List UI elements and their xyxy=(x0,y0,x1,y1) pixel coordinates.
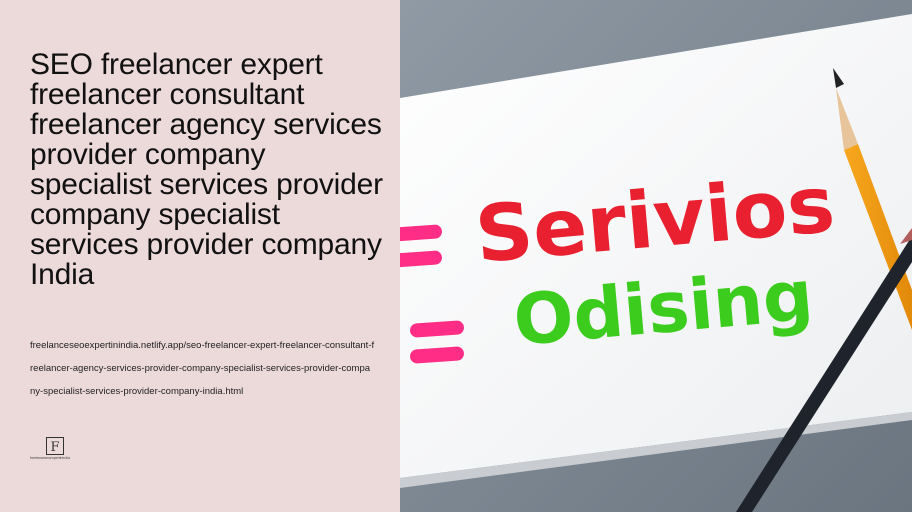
site-logo[interactable]: F freelanceseoexpertinindia xyxy=(30,437,90,467)
logo-text: freelanceseoexpertinindia xyxy=(30,456,90,460)
page-url[interactable]: freelanceseoexpertinindia.netlify.app/se… xyxy=(30,334,375,403)
page-title: SEO freelancer expert freelancer consult… xyxy=(30,50,390,290)
hero-photo-svg: Serivios Odising xyxy=(400,0,912,512)
logo-letter: F xyxy=(50,440,59,454)
hero-image: Serivios Odising xyxy=(400,0,912,512)
left-panel: SEO freelancer expert freelancer consult… xyxy=(0,0,400,512)
logo-icon: F xyxy=(46,437,64,455)
